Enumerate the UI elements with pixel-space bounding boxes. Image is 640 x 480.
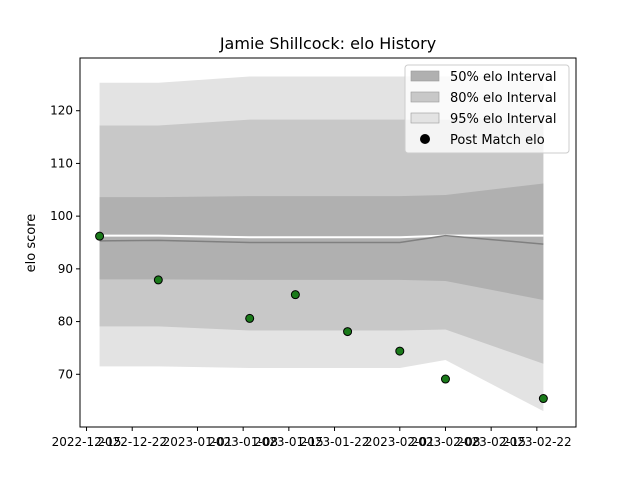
- legend-box: [404, 64, 570, 154]
- post-match-point: [245, 313, 255, 323]
- axes: 7080901001101202022-12-152022-12-222023-…: [50, 57, 577, 449]
- interval-band-3: [99, 183, 544, 300]
- y-tick-label: 110: [50, 156, 73, 170]
- x-tick-label: 2023-02-01: [365, 435, 435, 449]
- legend: 50% elo Interval 80% elo Interval 95% elo …: [404, 64, 570, 154]
- chart-title: Jamie Shillcock: elo History: [219, 34, 436, 53]
- y-tick-label: 90: [58, 262, 73, 276]
- y-tick-label: 120: [50, 104, 73, 118]
- axes-frame: [79, 57, 577, 428]
- y-tick-label: 100: [50, 209, 73, 223]
- legend-label: Post Match elo: [450, 133, 545, 148]
- legend-swatch: [410, 91, 440, 103]
- post-match-point: [440, 374, 450, 384]
- x-tick-label: 2023-01-08: [208, 435, 278, 449]
- x-tick-label: 2023-02-08: [411, 435, 481, 449]
- x-tick-label: 2023-02-22: [502, 435, 572, 449]
- median-line: [99, 234, 544, 245]
- post-match-point: [538, 394, 548, 404]
- y-tick-label: 80: [58, 315, 73, 329]
- post-match-point: [343, 327, 353, 337]
- reference-line: [99, 234, 544, 239]
- post-match-point: [153, 275, 163, 285]
- legend-swatch: [410, 70, 440, 82]
- x-tick-label: 2022-12-22: [97, 435, 167, 449]
- post-match-point: [290, 290, 300, 300]
- post-match-point: [395, 346, 405, 356]
- legend-label: 95% elo Interval: [450, 112, 557, 127]
- legend-marker: [420, 134, 430, 144]
- x-tick-label: 2023-01-15: [254, 435, 324, 449]
- legend-label: 50% elo Interval: [450, 70, 557, 85]
- legend-swatch: [410, 112, 440, 124]
- x-tick-label: 2022-12-15: [52, 435, 122, 449]
- x-tick-label: 2023-02-15: [456, 435, 526, 449]
- post-match-point: [95, 231, 105, 241]
- y-axis-label: elo score: [24, 214, 39, 273]
- legend-label: 80% elo Interval: [450, 91, 557, 106]
- x-tick-label: 2023-01-22: [300, 435, 370, 449]
- x-tick-label: 2023-01-01: [163, 435, 233, 449]
- plot-area: [95, 76, 548, 412]
- y-tick-label: 70: [58, 367, 73, 381]
